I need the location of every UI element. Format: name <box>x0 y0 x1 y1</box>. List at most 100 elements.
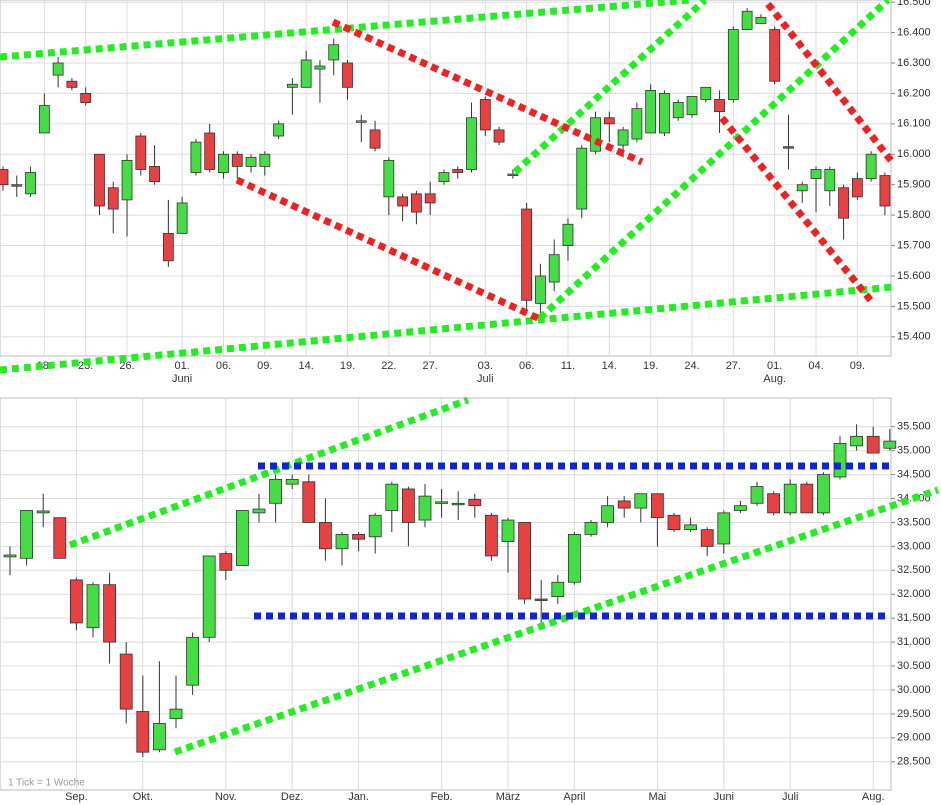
candle-body <box>302 481 316 523</box>
candle-body <box>783 483 797 514</box>
candle-body <box>269 478 283 504</box>
x-tick-label: Feb. <box>431 791 453 803</box>
candle-body <box>11 184 23 187</box>
candle-body <box>824 169 836 192</box>
candle-body <box>202 555 216 638</box>
candle-body <box>103 584 116 643</box>
note: 1 Tick = 1 Woche <box>8 778 85 789</box>
candle-body <box>518 522 531 600</box>
x-tick-label: Jan. <box>348 791 369 803</box>
candle-body <box>86 584 100 629</box>
candle-body <box>684 524 697 531</box>
candle-body <box>300 59 312 88</box>
x-tick-label: 06. <box>216 360 231 372</box>
candle-body <box>590 117 601 152</box>
x-tick-label: 22. <box>381 360 396 372</box>
panel-bottom: 28.500 29.000 29.500 30.000 30.500 31.000 31.5… <box>0 398 931 803</box>
candle-body <box>468 499 482 507</box>
x-tick-label: 09. <box>257 360 272 372</box>
candle-body <box>355 120 367 123</box>
candle-body <box>53 517 67 559</box>
y-tick-label: 33.000 <box>897 540 931 552</box>
candle-body <box>397 196 409 207</box>
candle-body <box>521 208 533 301</box>
candle-body <box>286 83 298 88</box>
candle-body <box>534 598 548 601</box>
y-tick-label: 16.100 <box>897 118 931 130</box>
x-tick-label: Mai <box>649 791 667 803</box>
candle-body <box>767 493 780 514</box>
candle-body <box>169 708 183 720</box>
y-tick-label: 34.500 <box>897 468 931 480</box>
y-tick-label: 15.400 <box>897 331 931 343</box>
candle-body <box>714 99 725 113</box>
x-tick-label: 24. <box>684 360 699 372</box>
candle-body <box>328 44 340 61</box>
x-tick-label: Dez. <box>281 791 304 803</box>
candle-body <box>231 153 243 167</box>
candle-body <box>866 435 880 454</box>
candle-body <box>601 505 614 523</box>
candle-body <box>727 29 739 100</box>
candle-body <box>152 723 166 751</box>
x-tick-label: Juni <box>714 791 734 803</box>
x-tick-label: 03. <box>478 360 493 372</box>
trendline <box>235 176 544 324</box>
x-tick-label: 06. <box>519 360 534 372</box>
candle-body <box>107 187 119 210</box>
candle-body <box>493 129 505 143</box>
candle-body <box>0 169 9 186</box>
x-tick-label: 26. <box>119 360 134 372</box>
candle-body <box>568 534 581 583</box>
candle-body <box>810 169 822 180</box>
x-tick-label: 01. <box>767 360 782 372</box>
y-tick-label: 16.200 <box>897 87 931 99</box>
y-tick-label: 16.300 <box>897 57 931 69</box>
candle-body <box>121 159 133 201</box>
candle-body <box>136 711 150 753</box>
candle-body <box>383 159 395 198</box>
x-tick-label: 11. <box>561 360 575 372</box>
candle-body <box>617 500 631 509</box>
y-tick-label: 16.500 <box>897 0 931 8</box>
candle-body <box>94 153 105 207</box>
candle-body <box>700 529 714 547</box>
candle-body <box>651 493 664 519</box>
candle-body <box>318 522 332 550</box>
candle-body <box>438 172 450 183</box>
y-tick-label: 35.000 <box>897 445 931 457</box>
candle-body <box>783 146 794 149</box>
candle-body <box>686 96 698 116</box>
x-tick-label: 27. <box>726 360 741 372</box>
panel-top: 15.400 15.500 15.600 15.700 15.800 15.900 16.0… <box>0 0 931 385</box>
x-tick-label: April <box>563 791 585 803</box>
trendline <box>331 18 644 166</box>
candle-body <box>190 141 202 173</box>
x-month-label: Aug. <box>763 373 786 385</box>
candle-body <box>879 175 891 207</box>
y-tick-label: 15.800 <box>897 209 931 221</box>
y-tick-label: 33.500 <box>897 516 931 528</box>
trendline <box>0 0 691 61</box>
y-tick-label: 30.000 <box>897 684 931 696</box>
candle-body <box>535 275 546 304</box>
candle-body <box>634 493 648 509</box>
y-tick-label: 15.900 <box>897 179 931 191</box>
candle-body <box>717 512 731 545</box>
x-tick-label: Aug. <box>862 791 885 803</box>
candle-body <box>501 519 515 542</box>
x-tick-label: März <box>496 791 520 803</box>
x-month-label: Juni <box>172 373 192 385</box>
candle-body <box>186 636 200 686</box>
x-tick-label: 14. <box>602 360 617 372</box>
candle-body <box>603 117 615 125</box>
candle-body <box>52 62 64 76</box>
candle-body <box>219 553 233 571</box>
candle-body <box>335 534 349 550</box>
candle-body <box>435 501 449 504</box>
candle-body <box>352 534 366 540</box>
candle-body <box>424 193 436 204</box>
candle-body <box>25 172 36 195</box>
candle-body <box>259 153 271 167</box>
